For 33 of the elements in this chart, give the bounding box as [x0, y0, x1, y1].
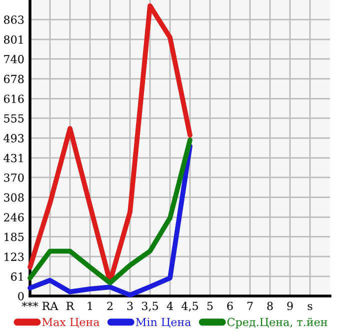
x-tick-label: 7: [247, 302, 253, 310]
y-tick-label: 370: [4, 173, 24, 182]
legend-label: Max Цена: [42, 318, 100, 328]
x-tick-label: 4,5: [182, 302, 198, 312]
x-tick-label: s: [308, 304, 312, 310]
x-tick-label: 8: [267, 302, 273, 310]
y-tick-label: 801: [4, 35, 23, 44]
x-tick-label: 9: [287, 302, 293, 310]
y-tick-label: 678: [4, 74, 24, 84]
y-tick-label: 246: [4, 213, 24, 222]
x-tick-label: 1: [88, 302, 92, 310]
x-tick-label: 3,5: [142, 302, 158, 312]
x-tick-label: RA: [42, 302, 58, 310]
x-tick-label: 2: [107, 302, 112, 310]
x-tick-label: R: [66, 302, 74, 310]
legend-label: Сред.Цена, т.йен: [227, 318, 328, 328]
x-tick-label: 3: [127, 302, 133, 310]
y-tick-label: 0: [18, 292, 24, 300]
y-tick-label: 493: [4, 134, 24, 142]
x-tick-label: 6: [227, 302, 233, 310]
y-tick-label: 555: [4, 114, 24, 123]
x-tick-label: ***: [22, 302, 38, 307]
y-tick-label: 308: [4, 193, 24, 202]
y-tick-label: 123: [4, 252, 24, 261]
y-tick-label: 740: [4, 54, 24, 64]
x-tick-label: 4: [166, 302, 173, 310]
x-tick-label: 5: [207, 302, 213, 310]
y-tick-label: 431: [4, 154, 23, 162]
y-tick-label: 61: [11, 272, 23, 281]
y-tick-label: 863: [4, 16, 24, 24]
legend-label: Min Цена: [136, 318, 191, 328]
y-tick-label: 185: [4, 232, 24, 242]
y-tick-label: 616: [4, 94, 24, 104]
